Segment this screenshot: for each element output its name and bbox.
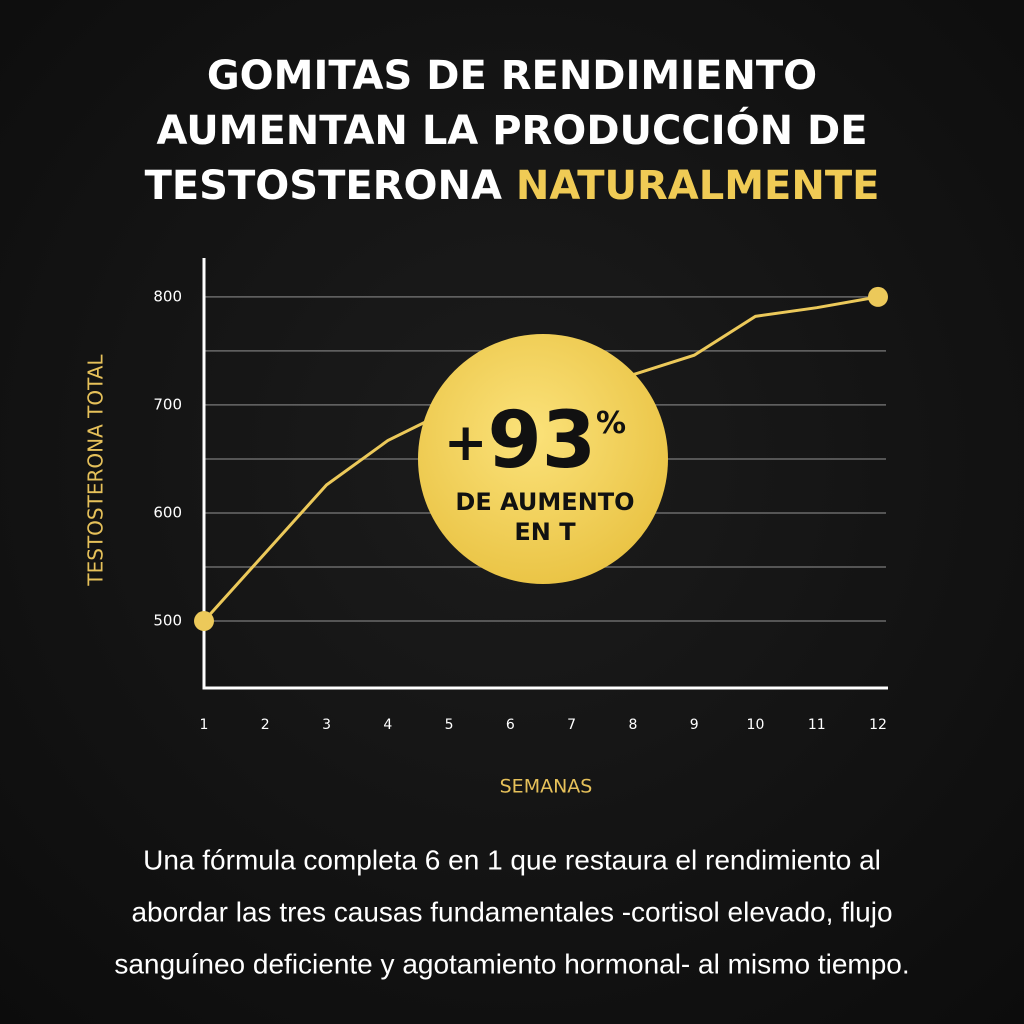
data-point [194,611,214,632]
footer-line: abordar las tres causas fundamentales -c… [131,896,892,927]
x-tick-label: 5 [445,717,454,733]
x-tick-label: 10 [747,717,765,733]
y-tick-label: 800 [153,287,182,305]
y-tick-label: 600 [153,503,182,521]
y-tick-label: 500 [153,612,182,630]
data-point [868,286,888,307]
badge-line: DE AUMENTO [455,488,634,516]
title-line: GOMITAS DE RENDIMIENTO [207,53,817,99]
footer-line: sanguíneo deficiente y agotamiento hormo… [114,948,909,979]
badge-circle [418,334,668,584]
title-line: AUMENTAN LA PRODUCCIÓN DE [156,106,867,154]
footer-line: Una fórmula completa 6 en 1 que restaura… [143,844,881,875]
x-tick-label: 9 [690,717,699,733]
title-line: TESTOSTERONA NATURALMENTE [145,163,880,209]
x-tick-label: 4 [383,717,392,733]
x-tick-label: 11 [808,717,826,733]
x-tick-label: 3 [322,717,331,733]
x-tick-label: 1 [200,717,209,733]
x-tick-label: 6 [506,717,515,733]
x-tick-label: 8 [628,717,637,733]
title-line: TESTOSTERONA [145,163,502,209]
badge-unit: % [596,406,626,441]
badge-number: 93 [487,396,596,486]
axis [202,258,888,690]
badge-line: EN T [514,518,576,546]
badge-value: +93% [444,396,626,486]
x-axis-label: SEMANAS [500,776,593,798]
y-tick-label: 700 [153,395,182,413]
badge-prefix: + [444,413,488,473]
x-tick-label: 2 [261,717,270,733]
x-tick-label: 12 [869,717,887,733]
title-highlight: NATURALMENTE [516,163,880,209]
y-axis-label: TESTOSTERONA TOTAL [84,354,108,587]
x-tick-label: 7 [567,717,576,733]
